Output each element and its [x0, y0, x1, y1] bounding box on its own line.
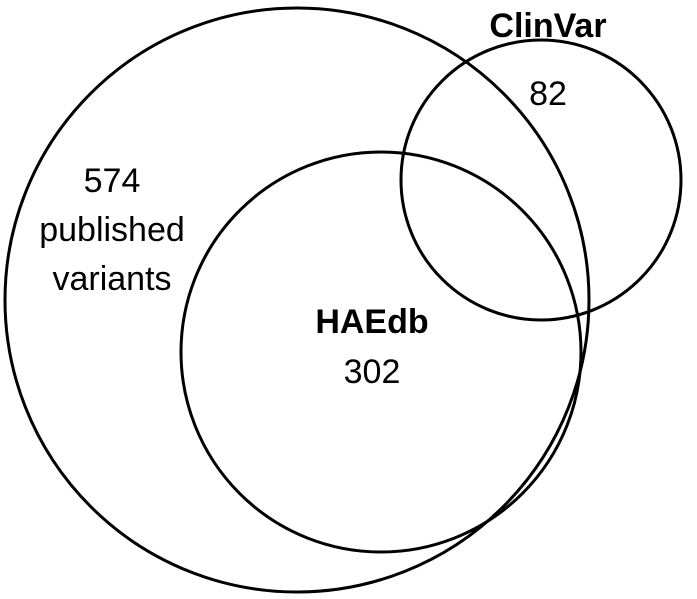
- haedb-name: HAEdb: [315, 303, 428, 341]
- published-label-line2: variants: [52, 260, 171, 298]
- haedb-count: 302: [344, 353, 401, 391]
- published-count: 574: [84, 162, 141, 200]
- clinvar-circle: [399, 38, 683, 322]
- haedb-circle: [179, 150, 583, 554]
- clinvar-name: ClinVar: [489, 7, 606, 45]
- published-label-line1: published: [39, 211, 185, 249]
- clinvar-count: 82: [529, 75, 567, 113]
- published-variants-circle: [3, 6, 591, 594]
